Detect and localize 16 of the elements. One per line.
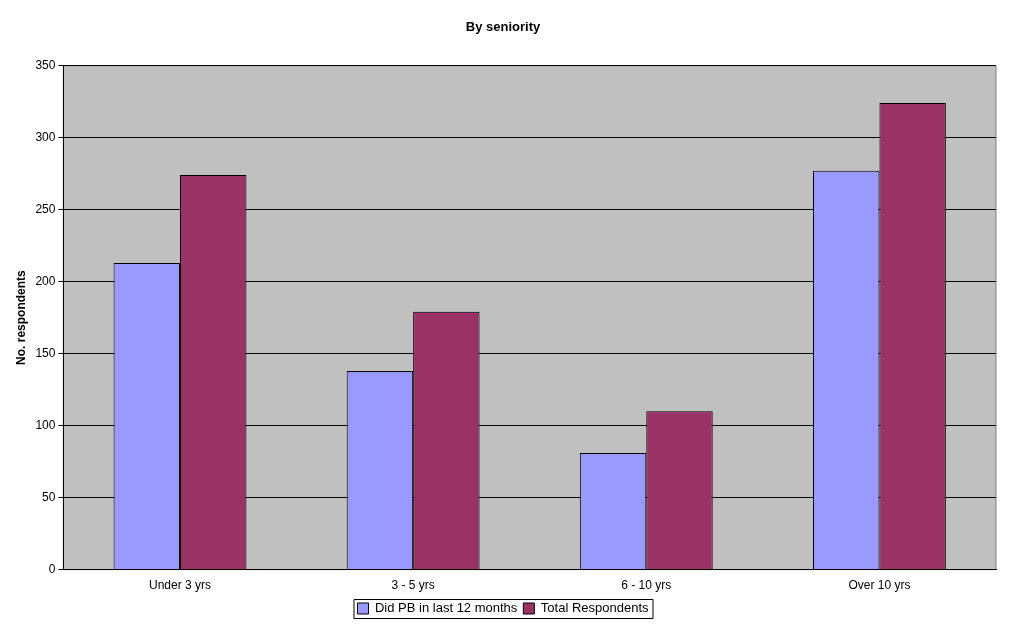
x-tick-label: 6 - 10 yrs	[621, 578, 672, 593]
y-tick-label: 250	[35, 201, 56, 216]
legend-label: Did PB in last 12 months	[374, 600, 518, 616]
y-axis-title: No. respondents	[13, 269, 28, 365]
x-tick-label: Under 3 yrs	[148, 578, 212, 593]
y-tick-label: 300	[35, 129, 56, 144]
y-tick-label: 200	[35, 273, 56, 288]
chart-title: By seniority	[465, 19, 541, 35]
y-tick-label: 100	[35, 417, 56, 432]
x-tick-label: Over 10 yrs	[848, 578, 911, 593]
y-tick-label: 350	[35, 57, 56, 72]
y-tick-label: 150	[35, 345, 56, 360]
y-tick-label: 0	[48, 561, 56, 576]
x-tick-label: 3 - 5 yrs	[391, 578, 435, 593]
y-tick-label: 50	[42, 489, 56, 504]
legend-label: Total Respondents	[540, 600, 650, 616]
